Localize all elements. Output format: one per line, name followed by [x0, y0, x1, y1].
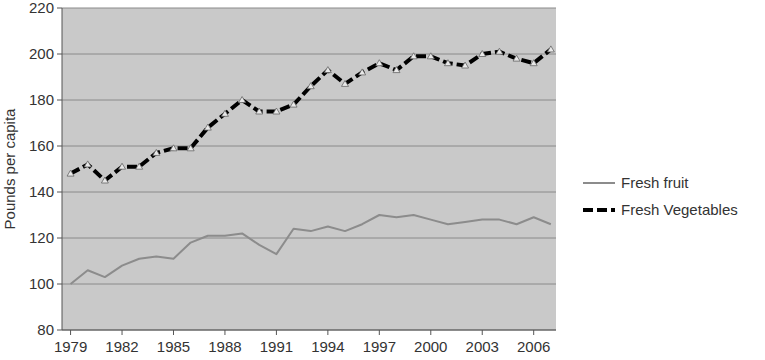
series-marker [136, 163, 143, 169]
series-marker [221, 110, 228, 116]
x-tick-label: 2006 [517, 338, 550, 355]
series-marker [324, 67, 331, 73]
series-marker [342, 80, 349, 86]
x-tick-label: 1991 [260, 338, 293, 355]
series-marker [153, 149, 160, 155]
series-group [67, 46, 554, 284]
legend-label: Fresh Vegetables [621, 201, 738, 218]
y-tick [57, 8, 62, 9]
y-axis-label: Pounds per capita [1, 108, 18, 230]
legend-swatch [583, 208, 615, 212]
grid-line [62, 284, 556, 285]
x-tick-label: 1994 [311, 338, 344, 355]
y-axis [62, 8, 63, 330]
legend-swatch [583, 182, 615, 184]
x-tick [276, 330, 277, 335]
y-tick [57, 330, 62, 331]
x-tick [533, 330, 534, 335]
series-marker [204, 124, 211, 130]
x-tick [327, 330, 328, 335]
y-tick [57, 146, 62, 147]
y-tick [57, 284, 62, 285]
series-marker [479, 51, 486, 57]
series-marker [462, 62, 469, 68]
x-tick [379, 330, 380, 335]
x-tick-label: 1985 [157, 338, 190, 355]
series-line [71, 49, 551, 180]
x-tick-label: 2000 [414, 338, 447, 355]
x-tick-label: 1997 [363, 338, 396, 355]
series-marker [496, 48, 503, 54]
series-marker [290, 101, 297, 107]
series-marker [187, 145, 194, 151]
grid-line [62, 8, 556, 9]
x-tick [224, 330, 225, 335]
series-marker [170, 145, 177, 151]
x-tick [482, 330, 483, 335]
x-tick-label: 1988 [208, 338, 241, 355]
y-tick-label: 180 [29, 91, 54, 108]
series-marker [393, 67, 400, 73]
y-tick-label: 200 [29, 45, 54, 62]
series-marker [67, 170, 74, 176]
series-marker [376, 60, 383, 66]
series-marker [547, 46, 554, 52]
y-tick-label: 140 [29, 183, 54, 200]
x-tick-label: 1979 [54, 338, 87, 355]
y-tick-label: 100 [29, 275, 54, 292]
x-tick-label: 1982 [105, 338, 138, 355]
legend-label: Fresh fruit [621, 174, 689, 191]
x-tick-label: 2003 [466, 338, 499, 355]
series-marker [444, 60, 451, 66]
series-marker [256, 108, 263, 114]
series-marker [273, 108, 280, 114]
series-marker [119, 163, 126, 169]
y-tick-label: 160 [29, 137, 54, 154]
series-marker [307, 83, 314, 89]
y-tick-label: 120 [29, 229, 54, 246]
series-marker [84, 161, 91, 167]
grid-line [62, 100, 556, 101]
y-tick [57, 238, 62, 239]
series-marker [239, 97, 246, 103]
grid-line [62, 146, 556, 147]
series-marker [530, 60, 537, 66]
x-tick [173, 330, 174, 335]
series-marker [101, 177, 108, 183]
y-tick [57, 54, 62, 55]
series-marker [359, 69, 366, 75]
series-line [71, 215, 551, 284]
y-tick [57, 100, 62, 101]
x-tick [430, 330, 431, 335]
y-tick-label: 80 [37, 321, 54, 338]
y-tick-label: 220 [29, 0, 54, 16]
y-tick [57, 192, 62, 193]
grid-line [62, 238, 556, 239]
plot-area [62, 8, 556, 330]
series-marker [427, 53, 434, 59]
series-marker [513, 55, 520, 61]
x-tick [70, 330, 71, 335]
series-marker [410, 53, 417, 59]
grid-line [62, 192, 556, 193]
chart: 80 100 120 140 160 180 200 220 1979 1982 1985 1988 1… [0, 0, 765, 360]
x-tick [122, 330, 123, 335]
